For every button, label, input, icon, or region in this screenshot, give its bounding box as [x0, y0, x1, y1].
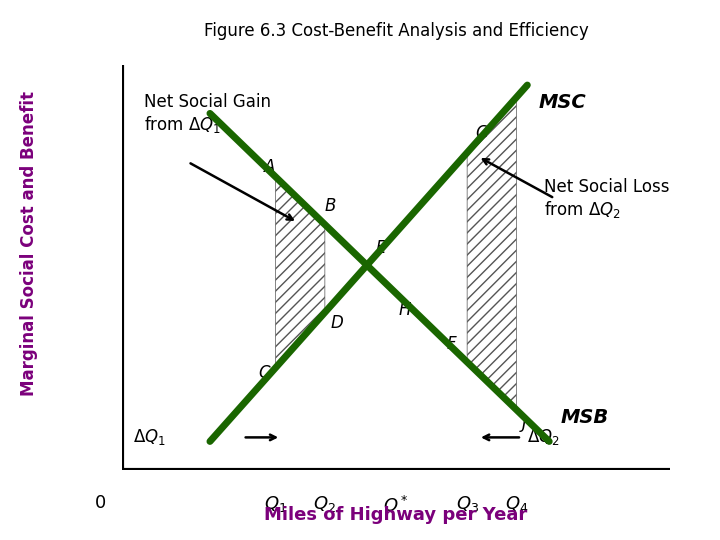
Text: B: B: [325, 197, 336, 215]
Text: G: G: [475, 124, 488, 143]
Text: $Q_3$: $Q_3$: [456, 494, 479, 514]
Text: Figure 6.3 Cost-Benefit Analysis and Efficiency: Figure 6.3 Cost-Benefit Analysis and Eff…: [204, 22, 588, 39]
Text: Net Social Gain
from $\Delta Q_1$: Net Social Gain from $\Delta Q_1$: [144, 93, 271, 136]
Text: $Q_2$: $Q_2$: [313, 494, 336, 514]
Text: $Q_1$: $Q_1$: [264, 494, 287, 514]
Text: H: H: [399, 301, 411, 319]
Text: Net Social Loss
from $\Delta Q_2$: Net Social Loss from $\Delta Q_2$: [544, 178, 670, 220]
Text: MSC: MSC: [539, 93, 586, 112]
Text: C: C: [258, 363, 270, 382]
Text: J: J: [522, 414, 527, 432]
Text: A: A: [264, 158, 276, 176]
Text: $\Delta Q_2$: $\Delta Q_2$: [527, 427, 560, 448]
Text: Miles of Highway per Year: Miles of Highway per Year: [264, 506, 528, 524]
Text: E: E: [375, 239, 386, 257]
Text: $\Delta Q_1$: $\Delta Q_1$: [133, 427, 166, 448]
Text: 0: 0: [95, 494, 106, 512]
Text: F: F: [446, 335, 456, 353]
Text: Marginal Social Cost and Benefit: Marginal Social Cost and Benefit: [19, 91, 38, 395]
Text: D: D: [330, 314, 343, 333]
Text: $Q_4$: $Q_4$: [505, 494, 528, 514]
Text: MSB: MSB: [560, 408, 608, 427]
Text: $Q^*$: $Q^*$: [383, 494, 409, 516]
